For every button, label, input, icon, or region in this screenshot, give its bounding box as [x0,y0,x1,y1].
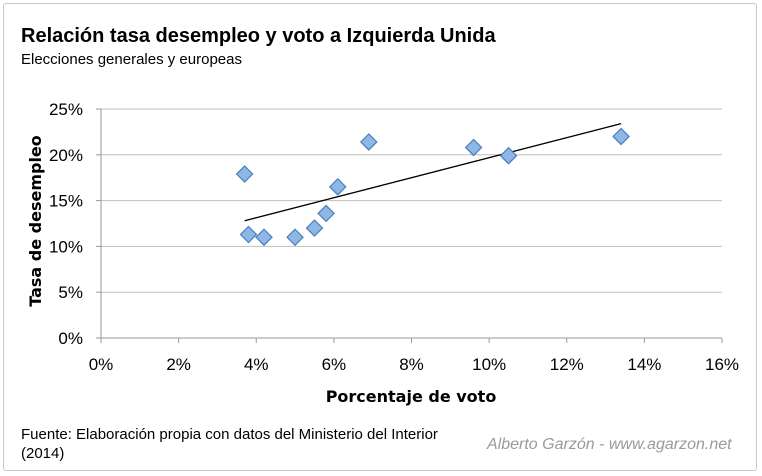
chart-frame [3,3,757,471]
y-tick-label: 20% [49,146,83,165]
x-tick-label: 14% [627,355,661,374]
x-axis-label: Porcentaje de voto [326,387,497,406]
trendline [244,123,622,222]
y-tick-label: 25% [49,100,83,119]
y-tick-label: 5% [58,283,83,302]
data-point [305,219,324,237]
author-credit: Alberto Garzón - www.agarzon.net [487,436,732,453]
y-tick-label: 10% [49,237,83,256]
data-point [612,127,630,146]
chart-subtitle: Elecciones generales y europeas [21,51,242,68]
source-note: Fuente: Elaboración propia con datos del… [21,426,438,462]
chart-title: Relación tasa desempleo y voto a Izquier… [21,25,496,47]
axes [96,108,723,343]
x-tick-label: 10% [472,355,506,374]
x-tick-label: 0% [89,355,114,374]
data-point [317,204,335,223]
data-point [359,133,378,151]
y-tick-label: 15% [49,192,83,211]
y-tick-label: 0% [58,329,83,348]
data-point [499,146,518,165]
data-point [328,178,347,196]
data-point [286,228,304,247]
x-tick-label: 6% [322,355,347,374]
x-tick-label: 2% [166,355,191,374]
data-points [235,127,630,247]
x-tick-labels: 0% 2% 4% 6% 8% 10% 12% 14% 16% [89,355,739,374]
data-point [239,225,258,244]
data-point [464,138,483,157]
x-tick-label: 4% [244,355,269,374]
trendline-layer [244,123,622,222]
grid-lines [101,108,722,293]
x-tick-label: 8% [399,355,424,374]
data-point [235,165,254,183]
y-tick-labels: 0% 5% 10% 15% 20% 25% [49,100,83,348]
y-axis-label: Tasa de desempleo [26,135,45,307]
x-tick-label: 12% [550,355,584,374]
x-tick-label: 16% [705,355,739,374]
data-point [255,228,273,247]
